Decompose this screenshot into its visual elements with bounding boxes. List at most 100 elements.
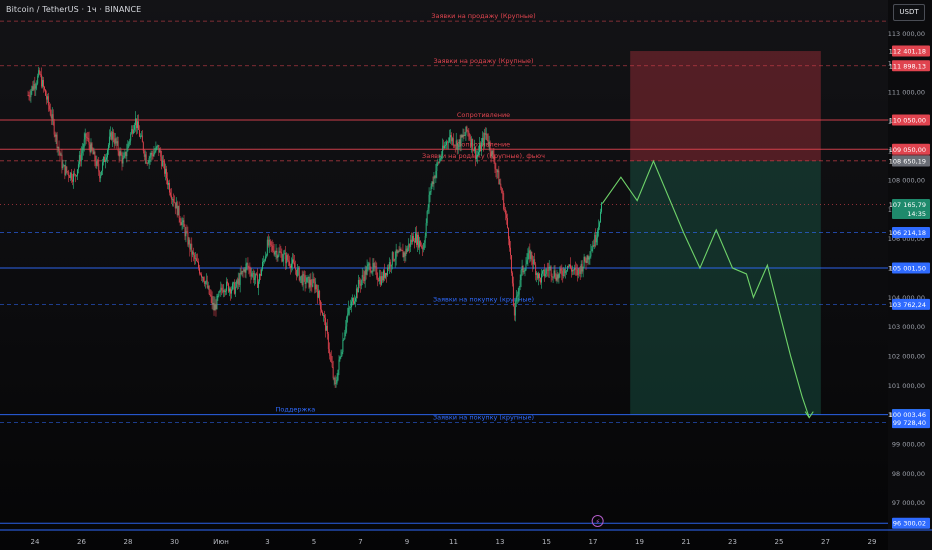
candle-body <box>72 179 74 182</box>
candle-body <box>106 157 107 160</box>
candle-body <box>407 247 409 252</box>
candle-body <box>390 264 392 267</box>
candle-body <box>487 140 489 145</box>
candle-body <box>470 139 472 146</box>
candle-body <box>59 151 61 156</box>
candle-body <box>471 138 473 146</box>
candle-body <box>274 252 276 255</box>
candle-body <box>453 145 455 147</box>
candle-body <box>47 96 49 106</box>
candle-body <box>90 143 92 153</box>
time-tick-label: 21 <box>682 538 691 546</box>
time-tick-label: 9 <box>405 538 409 546</box>
level-label: Заявки на покупку (крупные) <box>433 295 534 303</box>
price-label-value: 100 003,46 <box>889 411 926 419</box>
candle-body <box>316 284 318 290</box>
candle-body <box>501 188 503 193</box>
candle-body <box>313 279 315 282</box>
candle-body <box>443 145 445 149</box>
candle-body <box>60 154 62 156</box>
candle-body <box>396 249 398 253</box>
price-label-box <box>892 417 930 429</box>
candle-body <box>553 270 555 277</box>
candle-body <box>393 260 395 261</box>
currency-button[interactable]: USDT <box>893 4 925 21</box>
candle-body <box>209 294 211 296</box>
candle-body <box>598 226 600 231</box>
candle-body <box>364 269 366 282</box>
candle-body <box>103 156 105 163</box>
candle-body <box>112 131 114 140</box>
candle-body <box>283 254 285 260</box>
candle-body <box>73 173 75 182</box>
candle-body <box>185 231 187 237</box>
candle-body <box>240 272 242 274</box>
candle-body <box>540 277 541 283</box>
price-tick-label: 103 000,00 <box>888 323 925 331</box>
candle-body <box>574 267 576 270</box>
candle-body <box>591 249 593 252</box>
candle-body <box>116 141 118 144</box>
candle-body <box>234 286 236 294</box>
candle-body <box>302 274 304 286</box>
candle-body <box>85 133 87 137</box>
candle-body <box>427 207 429 212</box>
candle-body <box>181 222 183 226</box>
candle-body <box>482 137 484 145</box>
candle-body <box>175 202 177 209</box>
candle-body <box>84 133 86 140</box>
candle-body <box>498 170 500 185</box>
candle-body <box>483 133 485 145</box>
candle-body <box>187 231 189 245</box>
candle-body <box>568 265 570 267</box>
candle-body <box>280 252 282 254</box>
candle-body <box>319 290 321 301</box>
candle-body <box>231 283 233 290</box>
level-label: Сопротивление <box>457 111 510 119</box>
candle-body <box>434 176 436 178</box>
candle-body <box>440 158 442 159</box>
price-label-value: 109 050,00 <box>889 146 926 154</box>
candle-body <box>194 255 196 259</box>
candle-body <box>37 75 39 84</box>
candle-body <box>218 291 220 296</box>
candle-body <box>51 114 53 119</box>
candle-body <box>78 155 80 165</box>
candle-body <box>522 265 524 273</box>
candle-body <box>66 166 68 172</box>
candle-body <box>49 109 51 116</box>
candle-body <box>414 241 416 243</box>
candle-body <box>215 304 217 310</box>
candle-body <box>575 269 577 271</box>
candle-body <box>345 326 347 333</box>
candle-body <box>527 253 529 261</box>
candle-body <box>188 239 190 245</box>
candle-body <box>65 166 67 175</box>
candle-body <box>296 268 298 276</box>
candle-body <box>200 274 202 278</box>
time-tick-label: 11 <box>449 538 458 546</box>
candle-body <box>92 149 94 155</box>
candle-body <box>399 248 401 252</box>
candle-body <box>227 281 229 284</box>
candle-body <box>41 74 43 87</box>
price-label-value: 107 165,79 <box>889 201 926 209</box>
candle-body <box>151 152 153 155</box>
candle-body <box>32 86 34 90</box>
candle-body <box>198 261 199 268</box>
price-label-value: 103 762,24 <box>889 301 926 309</box>
candle-body <box>247 263 249 268</box>
candle-body <box>270 241 272 246</box>
candle-body <box>305 282 307 284</box>
candle-body <box>371 271 373 273</box>
candle-body <box>585 261 587 263</box>
candle-body <box>264 256 266 261</box>
candle-body <box>81 150 83 154</box>
candle-body <box>438 162 440 163</box>
candle-body <box>495 168 497 170</box>
candle-body <box>486 133 488 141</box>
candle-body <box>478 152 479 155</box>
symbol-title[interactable]: Bitcoin / TetherUS · 1ч · BINANCE <box>6 5 142 14</box>
time-tick-label: 15 <box>542 538 551 546</box>
